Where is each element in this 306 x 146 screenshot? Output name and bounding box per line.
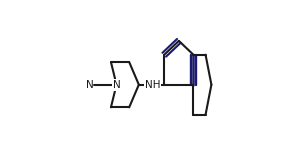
Text: N: N	[113, 80, 120, 90]
Text: NH: NH	[144, 80, 160, 90]
Text: N: N	[86, 80, 94, 90]
